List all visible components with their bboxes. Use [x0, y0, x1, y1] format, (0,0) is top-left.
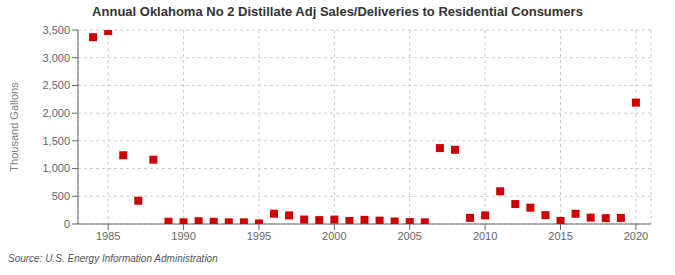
svg-text:2015: 2015 — [548, 230, 572, 242]
svg-text:1995: 1995 — [247, 230, 271, 242]
svg-text:1,000: 1,000 — [42, 162, 70, 174]
svg-text:2020: 2020 — [624, 230, 648, 242]
svg-text:1985: 1985 — [96, 230, 120, 242]
svg-text:2000: 2000 — [322, 230, 346, 242]
html-text:Annual Oklahoma No 2 Distillat: Annual Oklahoma No 2 Distillate Adj Sale… — [92, 4, 583, 19]
svg-text:Thousand Gallons: Thousand Gallons — [8, 82, 20, 172]
svg-text:3,000: 3,000 — [42, 52, 70, 64]
svg-text:2005: 2005 — [397, 230, 421, 242]
svg-text:2010: 2010 — [473, 230, 497, 242]
html-text:Source: U.S. Energy Informatio: Source: U.S. Energy Information Administ… — [8, 253, 218, 264]
svg-text:1990: 1990 — [171, 230, 195, 242]
svg-text:2,000: 2,000 — [42, 107, 70, 119]
svg-text:1,500: 1,500 — [42, 135, 70, 147]
svg-text:0: 0 — [64, 218, 70, 230]
svg-text:500: 500 — [52, 190, 70, 202]
svg-text:3,500: 3,500 — [42, 24, 70, 36]
svg-text:2,500: 2,500 — [42, 79, 70, 91]
